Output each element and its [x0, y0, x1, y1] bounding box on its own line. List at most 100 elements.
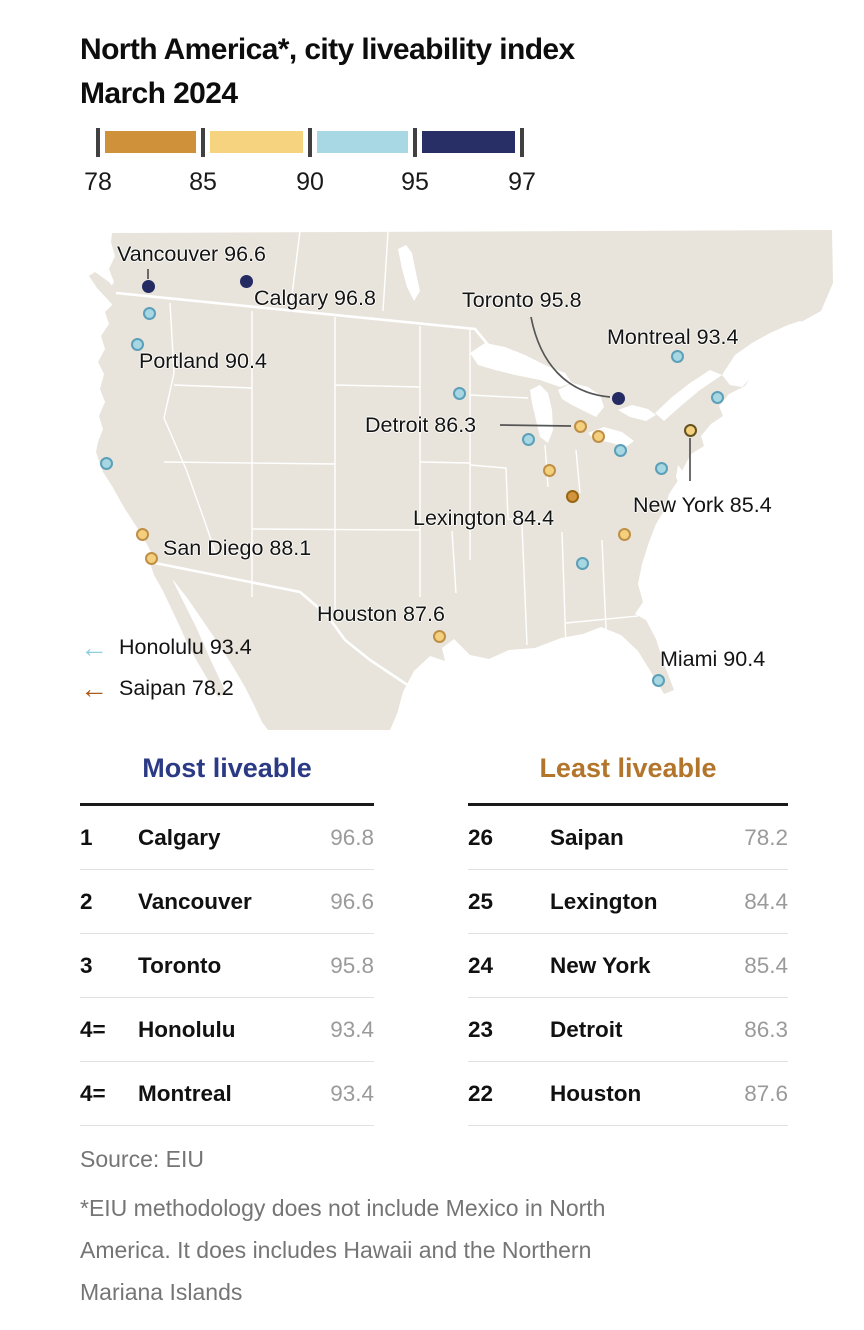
value-cell: 93.4 — [330, 1016, 374, 1042]
leader-lines — [147, 269, 691, 481]
arrow-left-icon: ← — [80, 631, 108, 663]
table-row: 22 Houston 87.6 — [468, 1062, 788, 1126]
rank-cell: 3 — [80, 952, 93, 978]
water-features — [398, 245, 812, 491]
map-dot-montreal — [670, 349, 684, 363]
table-title-most: Most liveable — [142, 753, 312, 783]
value-cell: 84.4 — [744, 888, 788, 914]
map-dot — [452, 386, 466, 400]
map-dot — [710, 390, 724, 404]
title-line-2: March 2024 — [80, 77, 238, 111]
state-borders — [163, 230, 639, 650]
rank-cell: 1 — [80, 824, 93, 850]
least-liveable-rows: 26 Saipan 78.2 25 Lexington 84.4 24 New York 85.… — [468, 803, 788, 1126]
map-dot-calgary — [239, 274, 253, 288]
landmass — [89, 230, 833, 730]
map-dot-san-diego — [144, 551, 158, 565]
rank-cell: 4= — [80, 1016, 106, 1042]
map-city-label: Portland 90.4 — [139, 349, 267, 373]
legend-tick-label: 90 — [296, 168, 324, 196]
city-cell: New York — [550, 952, 651, 978]
map-dot-new-york — [683, 423, 697, 437]
map-dot — [542, 463, 556, 477]
map-city-label: New York 85.4 — [633, 493, 772, 517]
country-borders — [115, 291, 491, 694]
table-row: 2 Vancouver 96.6 — [80, 870, 374, 934]
city-cell: Vancouver — [138, 888, 252, 914]
callout-label: Honolulu 93.4 — [119, 635, 252, 659]
map-dot-portland — [130, 337, 144, 351]
map-city-label: Vancouver 96.6 — [117, 242, 267, 266]
value-cell: 78.2 — [744, 824, 788, 850]
legend-tick-label: 85 — [189, 168, 217, 196]
city-cell: Houston — [550, 1080, 642, 1106]
city-cell: Lexington — [550, 888, 658, 914]
city-cell: Montreal — [138, 1080, 232, 1106]
value-cell: 85.4 — [744, 952, 788, 978]
map-city-label: Miami 90.4 — [660, 647, 766, 671]
liveability-map: Vancouver 96.6 Calgary 96.8 Toronto 95.8 Mo… — [0, 225, 864, 737]
map-dot-detroit — [573, 419, 587, 433]
map-dot — [591, 429, 605, 443]
value-cell: 86.3 — [744, 1016, 788, 1042]
legend-tick — [201, 128, 205, 157]
color-scale-legend: 78 85 90 95 97 — [0, 128, 600, 198]
city-cell: Honolulu — [138, 1016, 236, 1042]
legend-tick — [413, 128, 417, 157]
legend-tick — [96, 128, 100, 157]
legend-tick — [520, 128, 524, 157]
map-city-label: Montreal 93.4 — [607, 325, 739, 349]
map-city-label: San Diego 88.1 — [163, 536, 312, 560]
city-cell: Saipan — [550, 824, 624, 850]
map-dot — [135, 527, 149, 541]
city-cell: Calgary — [138, 824, 221, 850]
table-row: 4= Montreal 93.4 — [80, 1062, 374, 1126]
legend-swatch — [105, 131, 196, 153]
map-city-label: Calgary 96.8 — [254, 286, 376, 310]
legend-swatch — [210, 131, 303, 153]
leader-line — [499, 424, 572, 427]
city-cell: Detroit — [550, 1016, 623, 1042]
map-dot — [521, 432, 535, 446]
legend-tick-label: 97 — [508, 168, 536, 196]
map-dot — [99, 456, 113, 470]
legend-tick-label: 95 — [401, 168, 429, 196]
source-note: Source: EIU — [80, 1146, 204, 1172]
legend-swatch — [422, 131, 515, 153]
value-cell: 96.6 — [330, 888, 374, 914]
value-cell: 95.8 — [330, 952, 374, 978]
map-dot — [617, 527, 631, 541]
table-row: 25 Lexington 84.4 — [468, 870, 788, 934]
arrow-left-icon: ← — [80, 672, 108, 704]
map-dot-houston — [432, 629, 446, 643]
map-city-label: Detroit 86.3 — [365, 413, 477, 437]
footnote: *EIU methodology does not include Mexico… — [80, 1195, 606, 1305]
map-dot-vancouver — [141, 279, 155, 293]
map-dot — [142, 306, 156, 320]
rank-cell: 2 — [80, 888, 93, 914]
page-title: North America*, city liveability index M… — [80, 28, 575, 116]
map-dot-toronto — [611, 391, 625, 405]
rank-cell: 26 — [468, 824, 494, 850]
table-title-least: Least liveable — [539, 753, 717, 783]
map-dot-lexington — [565, 489, 579, 503]
table-row: 1 Calgary 96.8 — [80, 806, 374, 870]
map-dot — [575, 556, 589, 570]
title-line-1: North America*, city liveability index — [80, 33, 575, 67]
value-cell: 96.8 — [330, 824, 374, 850]
table-row: 26 Saipan 78.2 — [468, 806, 788, 870]
table-row: 3 Toronto 95.8 — [80, 934, 374, 998]
rank-cell: 24 — [468, 952, 494, 978]
most-liveable-rows: 1 Calgary 96.8 2 Vancouver 96.6 3 Toronto 95.8 4=… — [80, 803, 374, 1126]
map-dot — [613, 443, 627, 457]
rank-cell: 25 — [468, 888, 494, 914]
offmap-callout: ← Saipan 78.2 — [80, 672, 234, 704]
map-city-label: Houston 87.6 — [317, 602, 445, 626]
value-cell: 93.4 — [330, 1080, 374, 1106]
city-cell: Toronto — [138, 952, 222, 978]
leader-line — [530, 316, 611, 398]
table-row: 23 Detroit 86.3 — [468, 998, 788, 1062]
north-america-map — [89, 230, 833, 730]
table-row: 4= Honolulu 93.4 — [80, 998, 374, 1062]
map-dot — [654, 461, 668, 475]
